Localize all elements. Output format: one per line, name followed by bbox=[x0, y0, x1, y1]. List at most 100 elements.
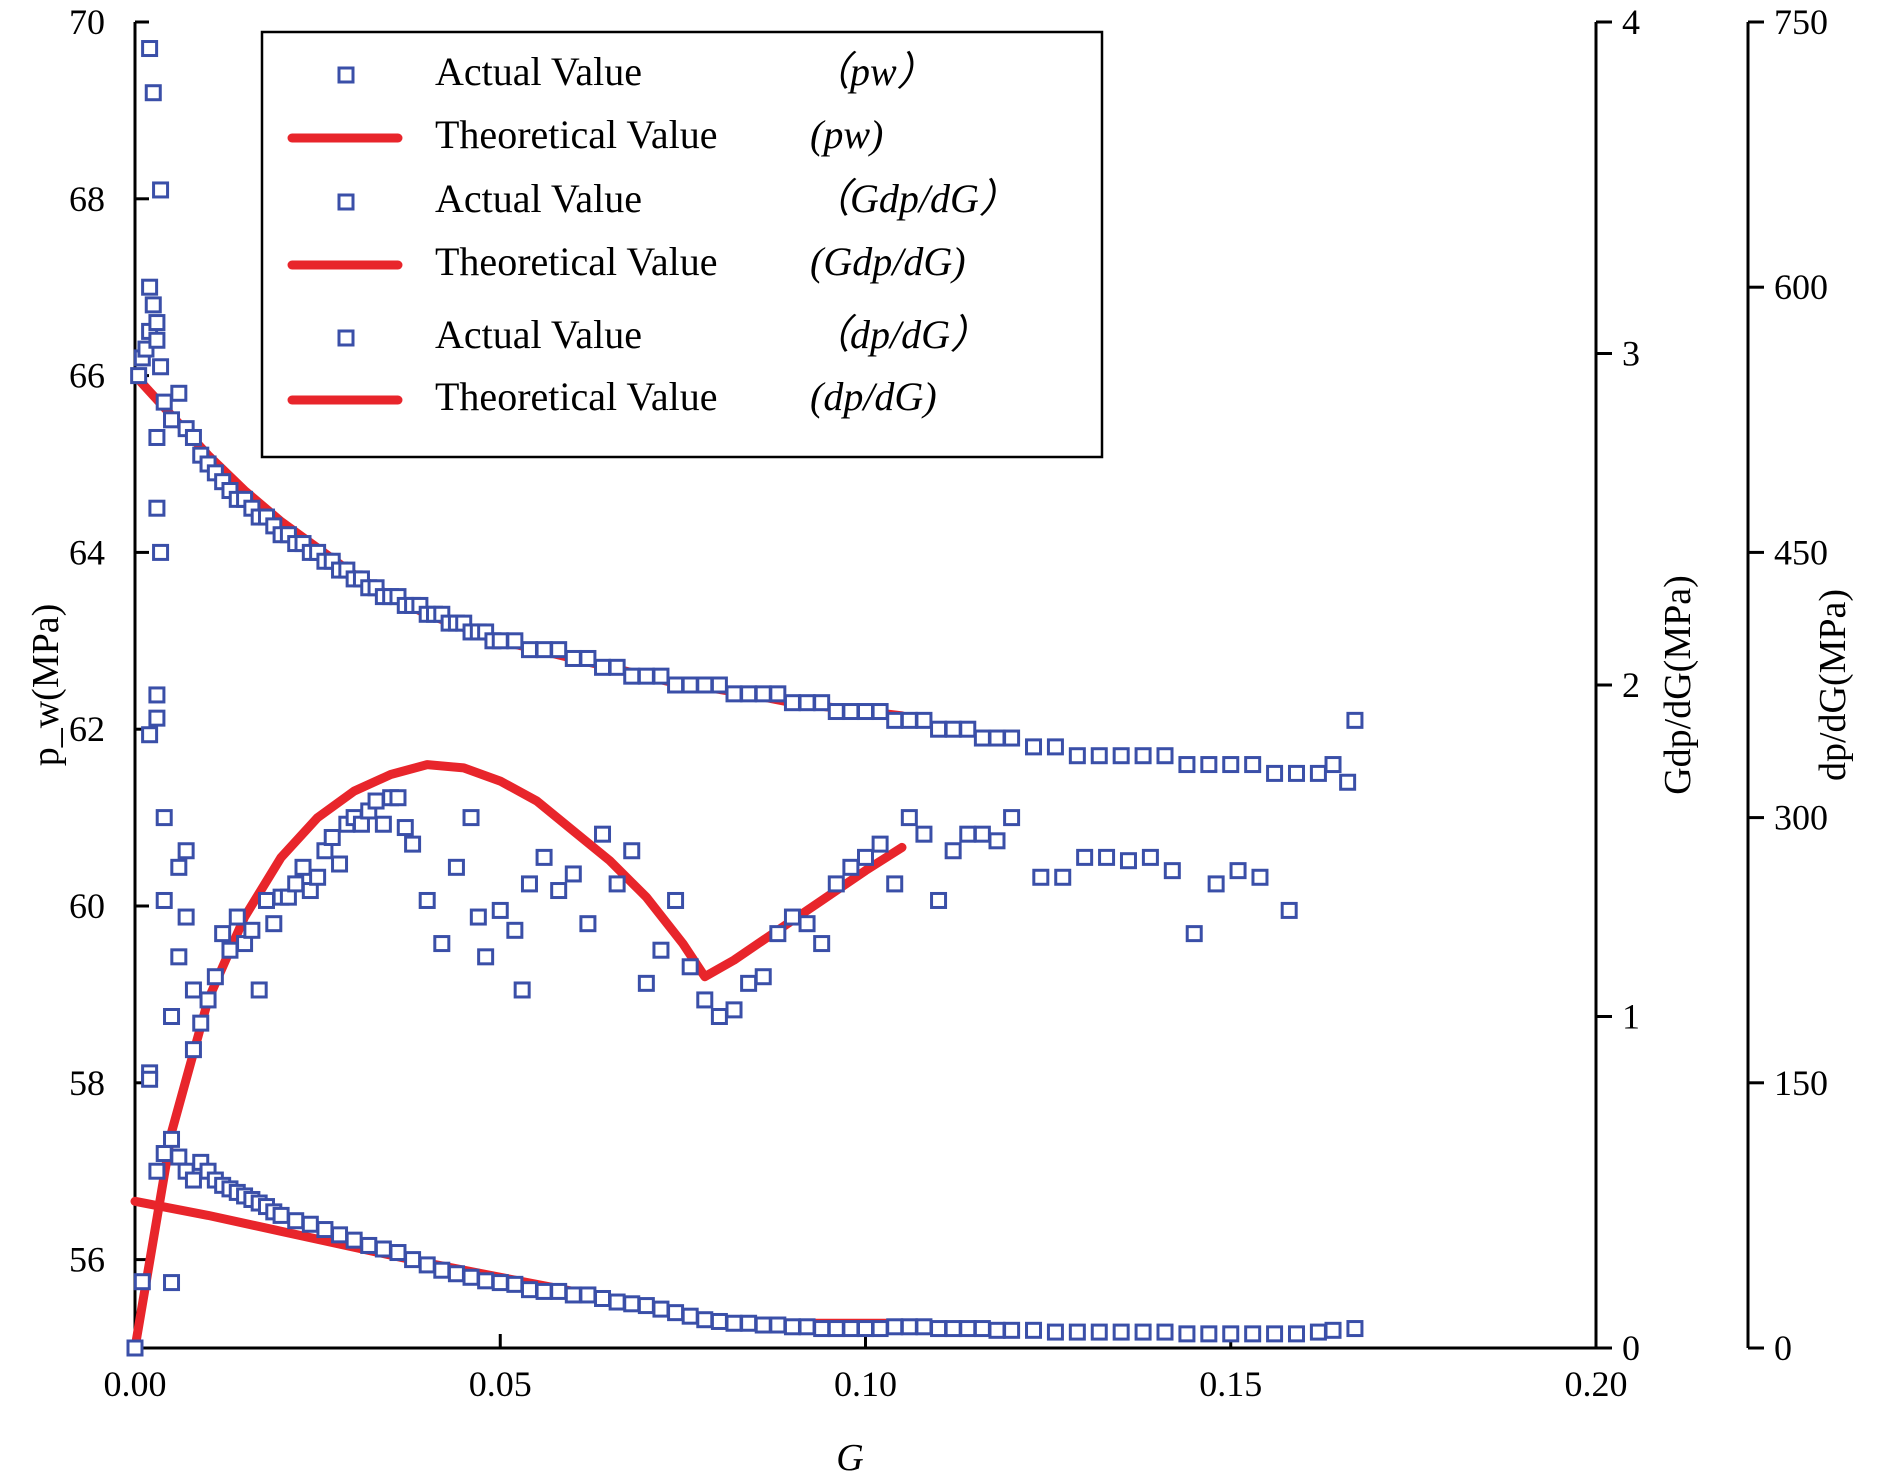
actual-point bbox=[1251, 868, 1269, 886]
y-right-inner-tick-label: 2 bbox=[1622, 665, 1640, 705]
actual-point bbox=[221, 941, 239, 959]
actual-point bbox=[152, 543, 170, 561]
actual-point bbox=[900, 1318, 918, 1336]
actual-point bbox=[930, 1320, 948, 1338]
actual-point bbox=[1200, 756, 1218, 774]
legend-tag: （Gdp/dG） bbox=[810, 176, 1019, 221]
legend-entries: Actual Value （pw） Theoretical Value (pw) Act… bbox=[287, 49, 1019, 419]
actual-point bbox=[1287, 764, 1305, 782]
actual-point bbox=[973, 1320, 991, 1338]
actual-point bbox=[265, 915, 283, 933]
actual-point bbox=[871, 835, 889, 853]
actual-point bbox=[725, 1314, 743, 1332]
actual-point bbox=[1025, 738, 1043, 756]
y-left-tick-label: 64 bbox=[69, 532, 105, 572]
actual-point bbox=[144, 296, 162, 314]
actual-point bbox=[491, 632, 509, 650]
actual-point bbox=[930, 720, 948, 738]
actual-point bbox=[827, 703, 845, 721]
actual-point bbox=[1098, 848, 1116, 866]
actual-point bbox=[374, 1240, 392, 1258]
actual-point bbox=[433, 935, 451, 953]
legend-tag: (dp/dG) bbox=[810, 374, 937, 419]
actual-point bbox=[944, 720, 962, 738]
actual-point bbox=[520, 641, 538, 659]
actual-point bbox=[1025, 1321, 1043, 1339]
actual-point bbox=[491, 1274, 509, 1292]
actual-point bbox=[1003, 729, 1021, 747]
actual-point bbox=[133, 1273, 151, 1291]
actual-point bbox=[579, 1286, 597, 1304]
actual-point bbox=[652, 1300, 670, 1318]
actual-point bbox=[141, 726, 159, 744]
actual-point bbox=[477, 948, 495, 966]
actual-point bbox=[1134, 747, 1152, 765]
actual-point bbox=[564, 649, 582, 667]
actual-point bbox=[148, 499, 166, 517]
actual-point bbox=[462, 809, 480, 827]
actual-point bbox=[1346, 1320, 1364, 1338]
y-left-tick-label: 70 bbox=[69, 2, 105, 42]
actual-point bbox=[199, 991, 217, 1009]
actual-point bbox=[827, 1320, 845, 1338]
actual-point bbox=[206, 968, 224, 986]
actual-point bbox=[506, 632, 524, 650]
actual-point bbox=[1141, 848, 1159, 866]
actual-point bbox=[148, 331, 166, 349]
actual-point bbox=[1068, 1323, 1086, 1341]
actual-point bbox=[418, 1256, 436, 1274]
y-right-outer-tick-label: 450 bbox=[1774, 532, 1828, 572]
actual-point bbox=[477, 1272, 495, 1290]
actual-point bbox=[725, 1001, 743, 1019]
actual-point bbox=[886, 875, 904, 893]
y-left-tick-label: 60 bbox=[69, 886, 105, 926]
actual-point bbox=[915, 1318, 933, 1336]
actual-point bbox=[462, 1268, 480, 1286]
y-right-inner-tick-label: 1 bbox=[1622, 997, 1640, 1037]
actual-point bbox=[404, 1251, 422, 1269]
x-tick-label: 0.10 bbox=[834, 1364, 897, 1404]
actual-point bbox=[192, 1014, 210, 1032]
actual-point bbox=[331, 855, 349, 873]
y-left-tick-label: 68 bbox=[69, 179, 105, 219]
actual-point bbox=[163, 411, 181, 429]
actual-point bbox=[1185, 925, 1203, 943]
legend-label: Actual Value bbox=[435, 49, 642, 94]
actual-point bbox=[184, 1171, 202, 1189]
legend-tag: (Gdp/dG) bbox=[810, 239, 966, 284]
legend-tag: (pw) bbox=[810, 112, 883, 157]
y-left-tick-label: 66 bbox=[69, 356, 105, 396]
x-tick-label: 0.05 bbox=[469, 1364, 532, 1404]
actual-point bbox=[1244, 1325, 1262, 1343]
actual-point bbox=[637, 974, 655, 992]
y-right-inner-tick-label: 4 bbox=[1622, 2, 1640, 42]
actual-point bbox=[1003, 809, 1021, 827]
actual-point bbox=[163, 1008, 181, 1025]
actual-point bbox=[506, 921, 524, 939]
y-left-ticks: 56 58 60 62 64 66 68 70 bbox=[69, 2, 149, 1280]
legend-label: Theoretical Value bbox=[435, 374, 717, 419]
legend-marker bbox=[337, 193, 355, 211]
actual-point bbox=[418, 891, 436, 909]
legend-tag: （dp/dG） bbox=[810, 312, 990, 357]
actual-point bbox=[1032, 868, 1050, 886]
actual-point bbox=[886, 711, 904, 729]
actual-point bbox=[827, 875, 845, 893]
actual-point bbox=[163, 1274, 181, 1292]
actual-point bbox=[1156, 747, 1174, 765]
legend-tag: （pw） bbox=[810, 49, 937, 94]
actual-point bbox=[783, 694, 801, 712]
actual-point bbox=[148, 686, 166, 704]
actual-point bbox=[944, 1320, 962, 1338]
legend-marker bbox=[337, 329, 355, 347]
actual-point bbox=[433, 1261, 451, 1279]
y-axis-right-outer-title: dp/dG(MPa) bbox=[1812, 589, 1854, 781]
actual-point bbox=[623, 1295, 641, 1313]
actual-point bbox=[769, 1316, 787, 1334]
actual-point bbox=[513, 981, 531, 999]
y-right-outer-tick-label: 600 bbox=[1774, 267, 1828, 307]
y-left-tick-label: 62 bbox=[69, 709, 105, 749]
actual-point bbox=[959, 720, 977, 738]
actual-point bbox=[309, 868, 327, 886]
actual-point bbox=[1076, 848, 1094, 866]
